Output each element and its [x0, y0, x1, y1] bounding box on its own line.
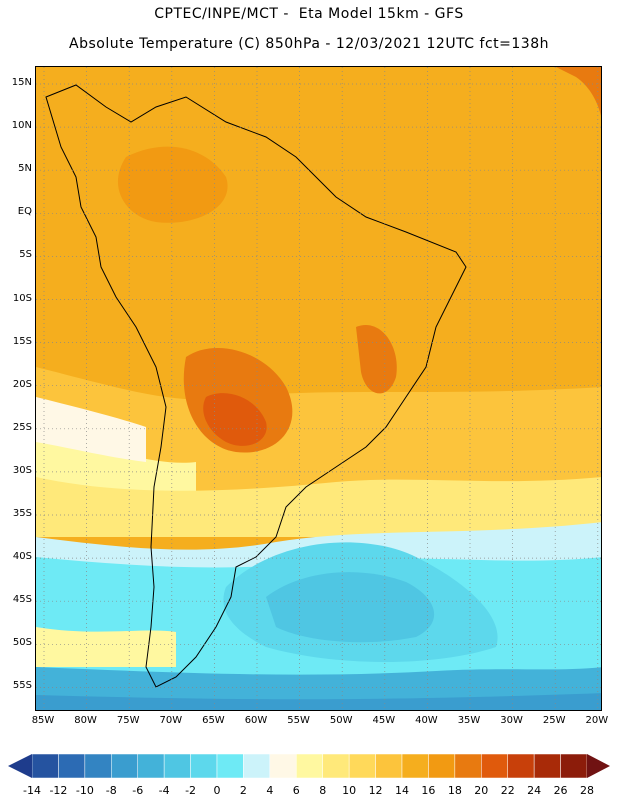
- yellow-band: [36, 477, 601, 537]
- colorbar-box: [216, 753, 244, 779]
- lon-tick-label: 70W: [159, 715, 183, 726]
- colorbar-box: [322, 753, 350, 779]
- colorbar-box: [269, 753, 297, 779]
- lat-tick-label: 45S: [12, 594, 32, 606]
- lon-tick-label: 30W: [500, 715, 523, 726]
- colorbar-box: [375, 753, 403, 779]
- colorbar-box: [507, 753, 535, 779]
- colorbar-tick-label: 12: [368, 784, 383, 797]
- colorbar-box: [31, 753, 59, 779]
- lon-tick-label: 60W: [244, 715, 268, 726]
- lon-tick-label: 75W: [116, 715, 140, 726]
- colorbar-tick-label: -14: [23, 784, 41, 797]
- lon-tick-label: 35W: [457, 715, 481, 726]
- colorbar-tick-label: 10: [342, 784, 357, 797]
- lat-tick-label: 25S: [12, 421, 32, 433]
- warm-core-east: [356, 325, 397, 394]
- lon-tick-label: 55W: [287, 715, 310, 726]
- colorbar-box: [533, 753, 561, 779]
- lat-tick-label: 20S: [12, 378, 32, 390]
- lat-tick-label: 10N: [11, 120, 32, 132]
- lat-tick-label: EQ: [17, 206, 32, 218]
- temperature-colorbar: [8, 753, 610, 779]
- colorbar-box: [84, 753, 112, 779]
- colorbar-boxes: [31, 753, 588, 779]
- colorbar-tick-label: 8: [319, 784, 327, 797]
- colorbar-box: [163, 753, 191, 779]
- colorbar-tick-label: 16: [421, 784, 436, 797]
- lon-tick-label: 85W: [31, 715, 55, 726]
- temperature-field: [36, 67, 601, 710]
- continent-outline: [45, 84, 467, 688]
- colorbar-tick-label: 2: [239, 784, 247, 797]
- colorbar-tick-label: 24: [527, 784, 542, 797]
- warm-core-northeast: [556, 67, 601, 116]
- colorbar-box: [296, 753, 323, 779]
- map-title-line2: Absolute Temperature (C) 850hPa - 12/03/…: [69, 36, 549, 52]
- colorbar-box: [401, 753, 429, 779]
- colorbar-box: [111, 753, 138, 779]
- lat-tick-label: 30S: [12, 464, 32, 476]
- colorbar-box: [137, 753, 165, 779]
- map-title-line1: CPTEC/INPE/MCT - Eta Model 15km - GFS: [154, 6, 464, 22]
- lon-tick-label: 25W: [542, 715, 566, 726]
- lon-tick-label: 20W: [585, 715, 609, 726]
- colorbar-tick-label: 28: [580, 784, 594, 797]
- lon-tick-label: 45W: [372, 715, 396, 726]
- colorbar-tick-label: 26: [553, 784, 568, 797]
- hot-core-central: [203, 393, 267, 446]
- colorbar-box: [58, 753, 86, 779]
- lon-tick-label: 40W: [415, 715, 438, 726]
- lon-tick-label: 50W: [329, 715, 353, 726]
- colorbar-tick-label: 20: [474, 784, 489, 797]
- colorbar-tick-label: -8: [105, 784, 117, 797]
- lat-tick-label: 50S: [12, 637, 32, 649]
- lat-tick-label: 15S: [12, 335, 32, 347]
- temperature-map: [35, 66, 602, 711]
- lat-tick-label: 55S: [12, 680, 32, 692]
- colorbar-tick-label: 6: [292, 784, 300, 797]
- colorbar-box: [428, 753, 456, 779]
- colorbar-tick-label: -12: [49, 784, 68, 797]
- colorbar-tick-label: 18: [447, 784, 462, 797]
- colorbar-box: [243, 753, 271, 779]
- colorbar-tick-label: -6: [132, 784, 144, 797]
- colorbar-box: [560, 753, 588, 779]
- cream-zone-west: [36, 397, 146, 462]
- colorbar-box: [454, 753, 482, 779]
- cold-pool-inner: [266, 572, 435, 643]
- colorbar-tick-label: 4: [266, 784, 274, 797]
- lat-tick-label: 40S: [12, 551, 32, 563]
- colorbar-tick-label: 0: [213, 784, 221, 797]
- lon-tick-label: 65W: [202, 715, 225, 726]
- colorbar-right-arrow: [587, 754, 610, 778]
- warm-core-north: [117, 146, 228, 223]
- colorbar-tick-label: 22: [500, 784, 515, 797]
- colorbar-box: [481, 753, 508, 779]
- colorbar-box: [348, 753, 376, 779]
- cold-zone-southmost: [36, 693, 601, 710]
- colorbar-tick-label: -2: [185, 784, 197, 797]
- warm-tongue-southwest: [36, 627, 176, 667]
- lat-tick-label: 5N: [18, 163, 32, 175]
- lat-tick-label: 15N: [11, 77, 32, 88]
- colorbar-tick-label: -4: [158, 784, 170, 797]
- lon-tick-label: 80W: [74, 715, 97, 726]
- graticule: [36, 67, 601, 710]
- colorbar-tick-label: -10: [75, 784, 94, 797]
- colorbar-tick-label: 14: [395, 784, 409, 797]
- lat-tick-label: 35S: [12, 508, 32, 519]
- lat-tick-label: 10S: [12, 292, 32, 304]
- colorbar-left-arrow: [8, 754, 32, 778]
- colorbar-box: [190, 753, 218, 779]
- lat-tick-label: 5S: [19, 249, 32, 261]
